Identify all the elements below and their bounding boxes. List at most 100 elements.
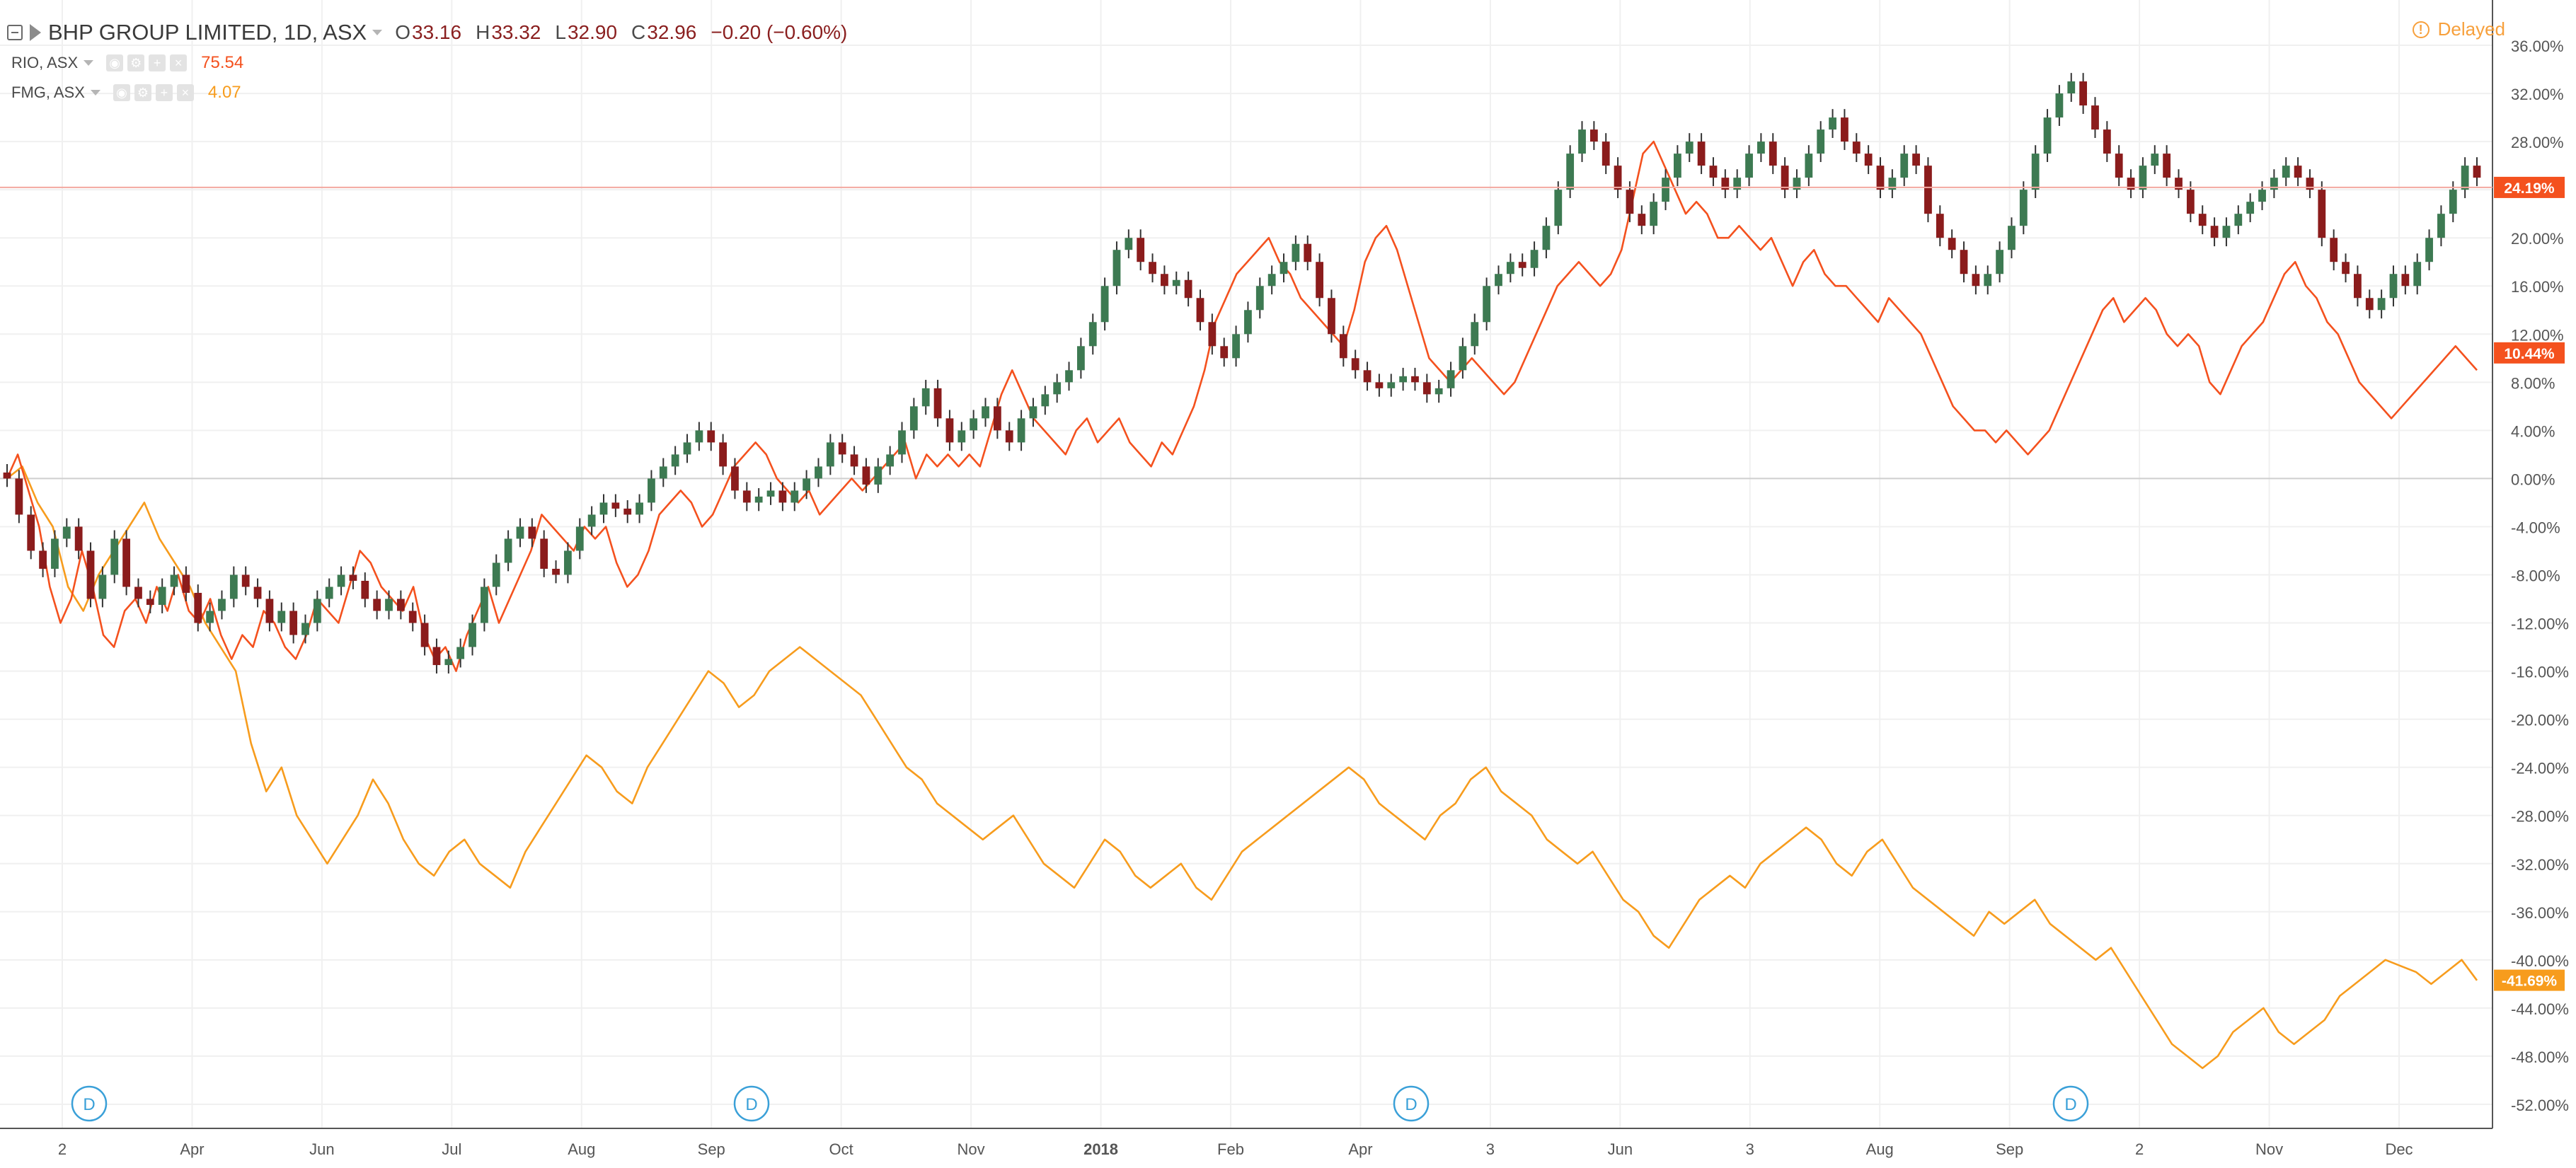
candle-body [659,466,667,479]
candle-body [2461,166,2469,190]
candle-body [1948,238,1956,250]
candle-body [2365,298,2374,311]
candle-body [15,478,23,515]
candle-body [1339,334,1347,359]
dividend-marker[interactable]: D [2052,1085,2089,1122]
candle-body [1781,166,1789,190]
y-tick-label: -32.00% [2511,856,2569,874]
y-tick-label: 16.00% [2511,278,2564,296]
x-tick-label: 3 [1746,1140,1754,1158]
compare-symbol-name[interactable]: RIO, ASX [11,54,79,71]
x-tick-label: Nov [2255,1140,2283,1158]
candle-body [1841,117,1848,142]
y-tick-label: 8.00% [2511,374,2555,392]
candle-body [754,496,763,503]
last-value-badge-bg [2494,969,2565,991]
last-value-label: -41.69% [2502,973,2558,990]
x-tick-label: 2 [2135,1140,2144,1158]
time-scale[interactable]: 2 Apr Jun Jul Aug Sep Oct Nov 2018 Feb Apr 3 Jun 3 Aug… [0,1128,2492,1158]
y-tick-label: 4.00% [2511,422,2555,440]
y-tick-label: 20.00% [2511,230,2564,248]
main-symbol-row[interactable]: BHP GROUP LIMITED, 1D, ASX O33.16 H33.32… [7,17,847,48]
candle-body [337,574,345,587]
candle-body [2294,166,2302,178]
candle-body [1292,243,1300,262]
candle-body [492,562,500,587]
candle-body [2079,81,2088,106]
dividend-marker[interactable]: D [733,1085,770,1122]
candle-body [481,586,488,623]
candle-body [1685,141,1694,154]
candle-body [993,406,1001,431]
dividend-marker-circle[interactable] [71,1085,108,1122]
x-tick-label: Oct [829,1140,853,1158]
collapse-legend-icon[interactable] [7,25,23,40]
delayed-label: Delayed [2437,18,2505,40]
x-tick-label: Sep [698,1140,725,1158]
candle-body [1184,279,1192,299]
chevron-down-icon[interactable] [84,60,94,66]
candle-body [39,550,47,569]
candle-body [1220,346,1229,359]
candle-body [766,490,775,497]
y-tick-label: -40.00% [2511,952,2569,970]
candle-body [1733,178,1742,190]
candle-body [170,574,178,587]
candle-body [623,508,632,515]
candle-body [2163,154,2171,178]
candle-body [958,430,966,443]
compare-last-value: 75.54 [201,53,244,72]
settings-icon[interactable]: ⚙ [127,54,145,71]
dividend-marker-circle[interactable] [1393,1085,1430,1122]
candle-body [1745,154,1753,178]
compare-symbol-name[interactable]: FMG, ASX [11,83,85,101]
y-tick-label: -16.00% [2511,664,2569,681]
x-tick-label: Aug [1866,1140,1894,1158]
x-tick-label: Jun [309,1140,334,1158]
candle-body [1029,406,1037,419]
dividend-marker-circle[interactable] [2052,1085,2089,1122]
y-tick-label: -4.00% [2511,519,2560,536]
eye-icon[interactable]: ◉ [113,84,130,101]
dividend-marker[interactable]: D [1393,1085,1430,1122]
candle-body [1554,190,1563,226]
compare-row-fmg[interactable]: FMG, ASX ◉ ⚙ + × 4.07 [7,78,847,108]
eye-icon[interactable]: ◉ [106,54,124,71]
delayed-status[interactable]: ! Delayed [2412,18,2505,40]
candle-body [1530,250,1539,268]
candle-body [468,623,476,647]
warning-icon: ! [2412,21,2430,38]
settings-icon[interactable]: ⚙ [134,84,151,101]
x-tick-label: Nov [958,1140,985,1158]
flag-icon[interactable] [30,24,41,41]
dividend-marker-circle[interactable] [733,1085,770,1122]
chevron-down-icon[interactable] [90,90,100,96]
candle-body [1041,394,1050,407]
symbol-title[interactable]: BHP GROUP LIMITED, 1D, ASX [48,20,367,45]
candle-body [1471,322,1479,347]
chevron-down-icon[interactable] [372,30,383,35]
candle-body [2413,262,2422,287]
candle-body [2258,190,2266,202]
dividend-marker[interactable]: D [71,1085,108,1122]
candle-body [1196,298,1204,323]
candle-body [695,430,703,443]
close-icon[interactable]: × [176,84,194,101]
candle-body [229,574,238,599]
candle-body [62,526,71,539]
candle-body [2091,105,2099,130]
candle-body [1125,238,1133,250]
candle-body [1566,154,1575,190]
compare-row-rio[interactable]: RIO, ASX ◉ ⚙ + × 75.54 [7,48,847,78]
add-icon[interactable]: + [155,84,173,101]
y-tick-label: -12.00% [2511,615,2569,633]
candle-body [2115,154,2123,178]
candle-body [803,478,811,491]
add-icon[interactable]: + [149,54,166,71]
candle-body [1626,190,1634,214]
price-scale[interactable]: 36.00%32.00%28.00%24.00%20.00%16.00%12.0… [2492,0,2569,1128]
candle-body [1589,129,1598,142]
close-icon[interactable]: × [170,54,188,71]
